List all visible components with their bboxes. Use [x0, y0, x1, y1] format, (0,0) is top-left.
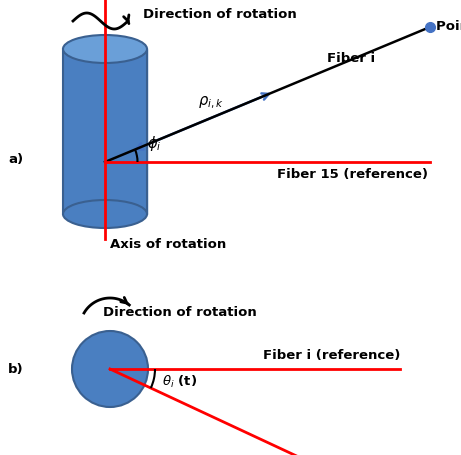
Text: Axis of rotation: Axis of rotation	[110, 238, 226, 250]
Polygon shape	[63, 50, 147, 214]
Text: $\rho_{i,k}$: $\rho_{i,k}$	[198, 95, 224, 111]
Text: $\phi_i$: $\phi_i$	[147, 134, 161, 153]
Text: Direction of rotation: Direction of rotation	[143, 7, 297, 20]
Text: Fiber i: Fiber i	[327, 51, 375, 65]
Text: Direction of rotation: Direction of rotation	[103, 305, 257, 318]
Text: Fiber 15 (reference): Fiber 15 (reference)	[277, 167, 428, 181]
Text: Fiber i (reference): Fiber i (reference)	[263, 348, 400, 361]
Text: Point k: Point k	[436, 20, 461, 32]
Text: $\theta_i$ (t): $\theta_i$ (t)	[162, 373, 197, 389]
Text: b): b)	[8, 363, 24, 376]
Circle shape	[72, 331, 148, 407]
Ellipse shape	[63, 201, 147, 228]
Ellipse shape	[63, 36, 147, 64]
Text: a): a)	[8, 153, 24, 166]
